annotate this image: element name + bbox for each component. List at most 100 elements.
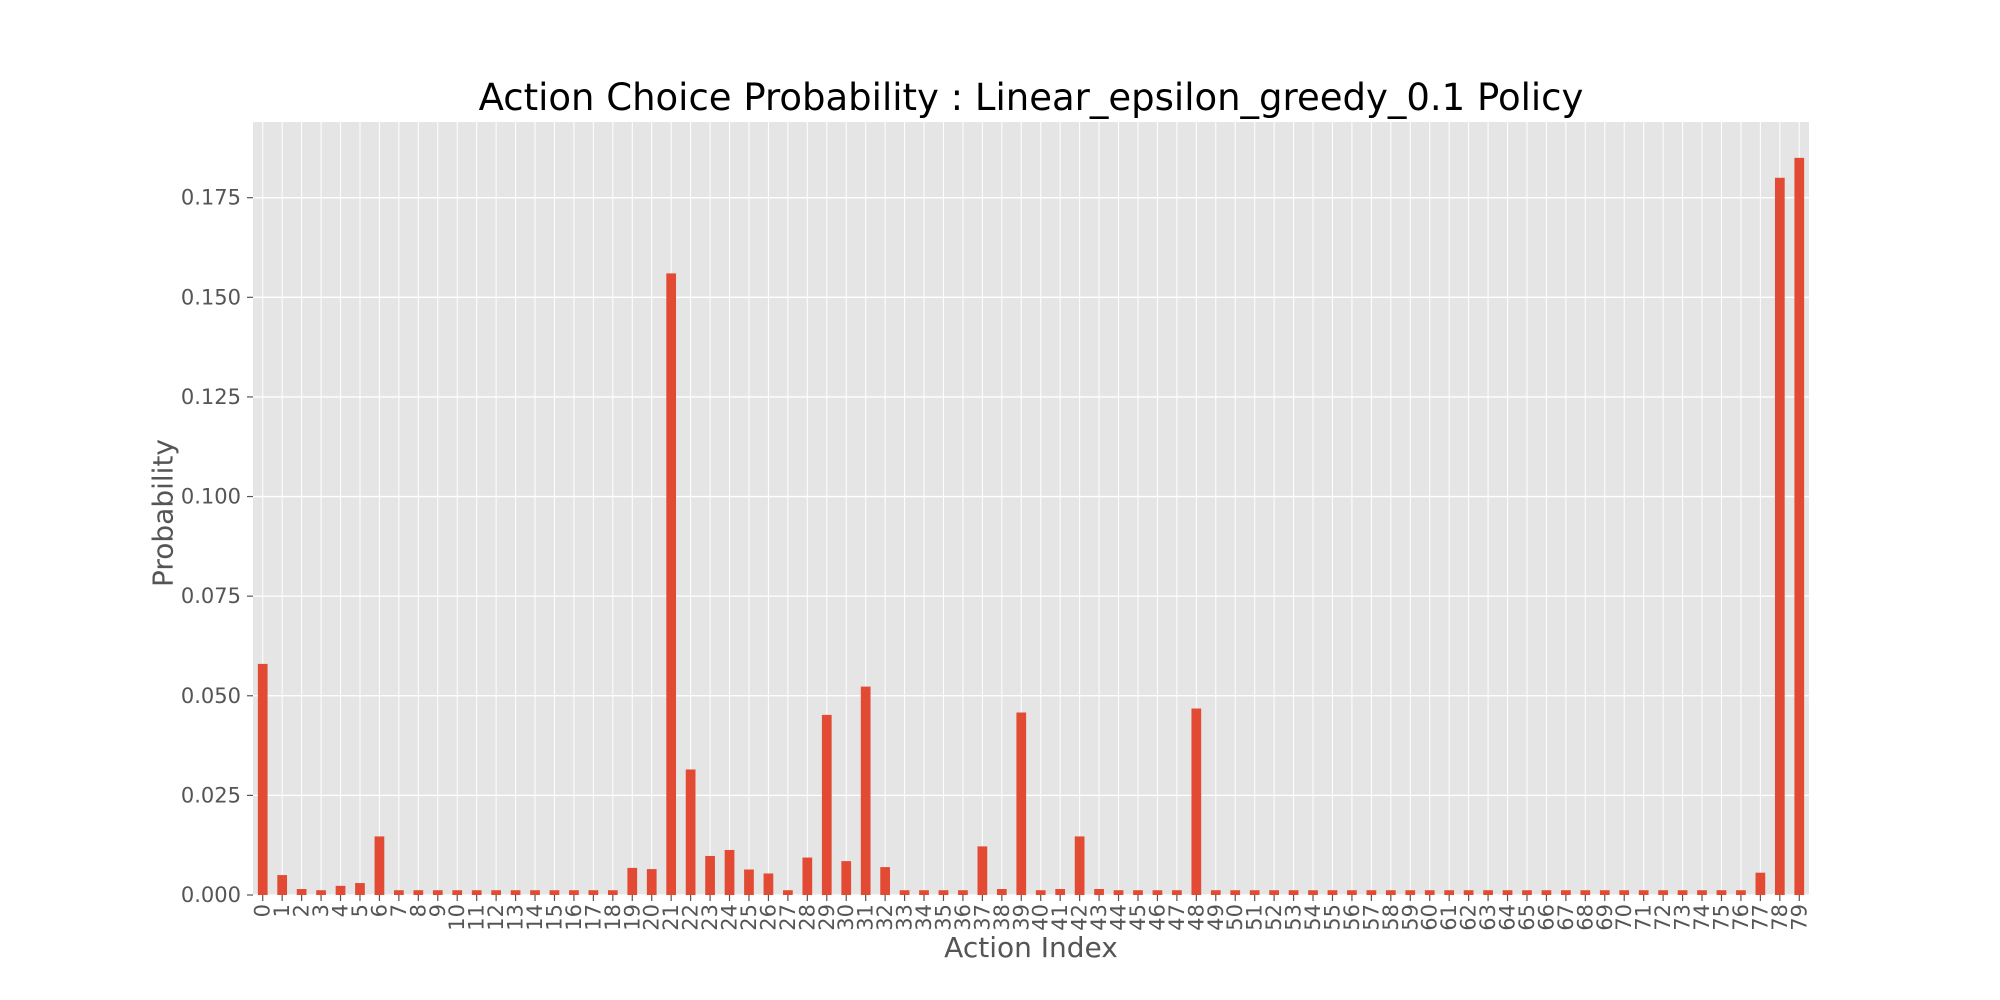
bar [432,890,443,895]
x-tick-label: 52 [1262,904,1286,931]
x-tick-label: 66 [1534,904,1558,931]
x-tick-label: 40 [1029,904,1053,931]
x-tick-label: 36 [951,904,975,931]
bar [685,769,696,895]
bar [627,867,638,895]
x-tick-label: 12 [484,904,508,931]
bar [374,836,385,895]
bar [1522,890,1532,895]
bar [1541,890,1552,895]
bar [413,890,424,895]
y-tick-label: 0.050 [181,684,241,708]
x-tick-label: 42 [1068,904,1092,931]
x-tick-label: 4 [329,904,353,917]
x-tick-label: 29 [815,904,839,931]
bar [355,883,365,895]
bar [1113,890,1124,895]
bar [977,846,988,895]
x-tick-label: 46 [1145,904,1169,931]
bar [938,890,949,895]
bar [1483,890,1493,895]
x-tick-label: 19 [620,904,644,931]
bar [1794,157,1805,895]
bar [1230,890,1241,895]
x-tick-label: 61 [1437,904,1461,931]
bar [724,849,735,895]
x-tick-label: 45 [1126,904,1150,931]
x-tick-label: 59 [1398,904,1422,931]
x-tick-label: 41 [1048,904,1072,931]
x-tick-label: 48 [1184,904,1208,931]
bar [1658,890,1668,895]
bar [996,889,1007,895]
x-tick-label: 9 [426,904,450,917]
x-tick-label: 69 [1593,904,1617,931]
x-tick-label: 57 [1359,904,1383,931]
x-tick-label: 28 [795,904,819,931]
bar [899,890,910,895]
x-tick-label: 11 [465,904,489,931]
bar [257,663,268,895]
bar [607,890,618,895]
chart-title: Action Choice Probability : Linear_epsil… [478,76,1584,119]
x-tick-label: 2 [290,904,314,917]
bar [1502,890,1513,895]
x-tick-label: 37 [970,904,994,931]
bar [860,686,871,895]
x-tick-label: 76 [1729,904,1753,931]
x-tick-label: 18 [601,904,625,931]
x-tick-label: 79 [1787,904,1811,931]
x-tick-label: 3 [309,904,333,917]
x-tick-label: 51 [1243,904,1267,931]
bar [666,273,677,896]
x-tick-label: 15 [542,904,566,931]
bar [1599,890,1610,895]
bar [1561,890,1571,895]
bar [1210,890,1221,895]
bar [1755,872,1766,895]
x-tick-label: 30 [834,904,858,931]
x-tick-label: 13 [504,904,528,931]
x-tick-label: 44 [1107,904,1131,931]
y-tick-label: 0.175 [181,186,241,210]
bar [1638,890,1649,895]
bar [471,890,482,895]
x-tick-label: 38 [990,904,1014,931]
x-tick-label: 58 [1379,904,1403,931]
x-tick-label: 24 [718,904,742,931]
bar [1444,890,1455,895]
bar [1463,890,1474,895]
x-tick-label: 1 [270,904,294,917]
x-tick-label: 56 [1340,904,1364,931]
x-tick-label: 25 [737,904,761,931]
bar [1580,890,1591,895]
bar [1774,177,1785,895]
x-tick-label: 50 [1223,904,1247,931]
bar [1191,708,1202,895]
bar [569,890,579,895]
bar [394,890,404,895]
x-tick-label: 34 [912,904,936,931]
bar [1736,890,1746,895]
x-tick-label: 16 [562,904,586,931]
bar [1619,890,1630,895]
x-tick-label: 54 [1301,904,1325,931]
x-tick-label: 6 [367,904,391,917]
x-tick-label: 7 [387,904,411,917]
bar [296,889,307,895]
x-tick-label: 17 [581,904,605,931]
bar [1327,890,1338,895]
bar [335,885,346,895]
x-tick-label: 75 [1709,904,1733,931]
x-tick-label: 72 [1651,904,1675,931]
x-tick-label: 78 [1768,904,1792,931]
bar [1016,712,1027,895]
x-tick-label: 49 [1204,904,1228,931]
x-tick-label: 8 [406,904,430,917]
bar [530,890,540,895]
bar [1035,890,1046,895]
bar [1288,890,1299,895]
x-tick-label: 47 [1165,904,1189,931]
